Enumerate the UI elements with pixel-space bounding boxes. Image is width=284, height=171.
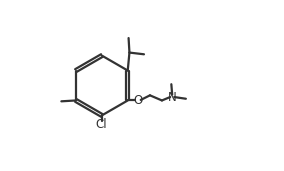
Text: N: N (168, 90, 177, 104)
Text: Cl: Cl (95, 118, 107, 131)
Text: O: O (133, 94, 143, 107)
